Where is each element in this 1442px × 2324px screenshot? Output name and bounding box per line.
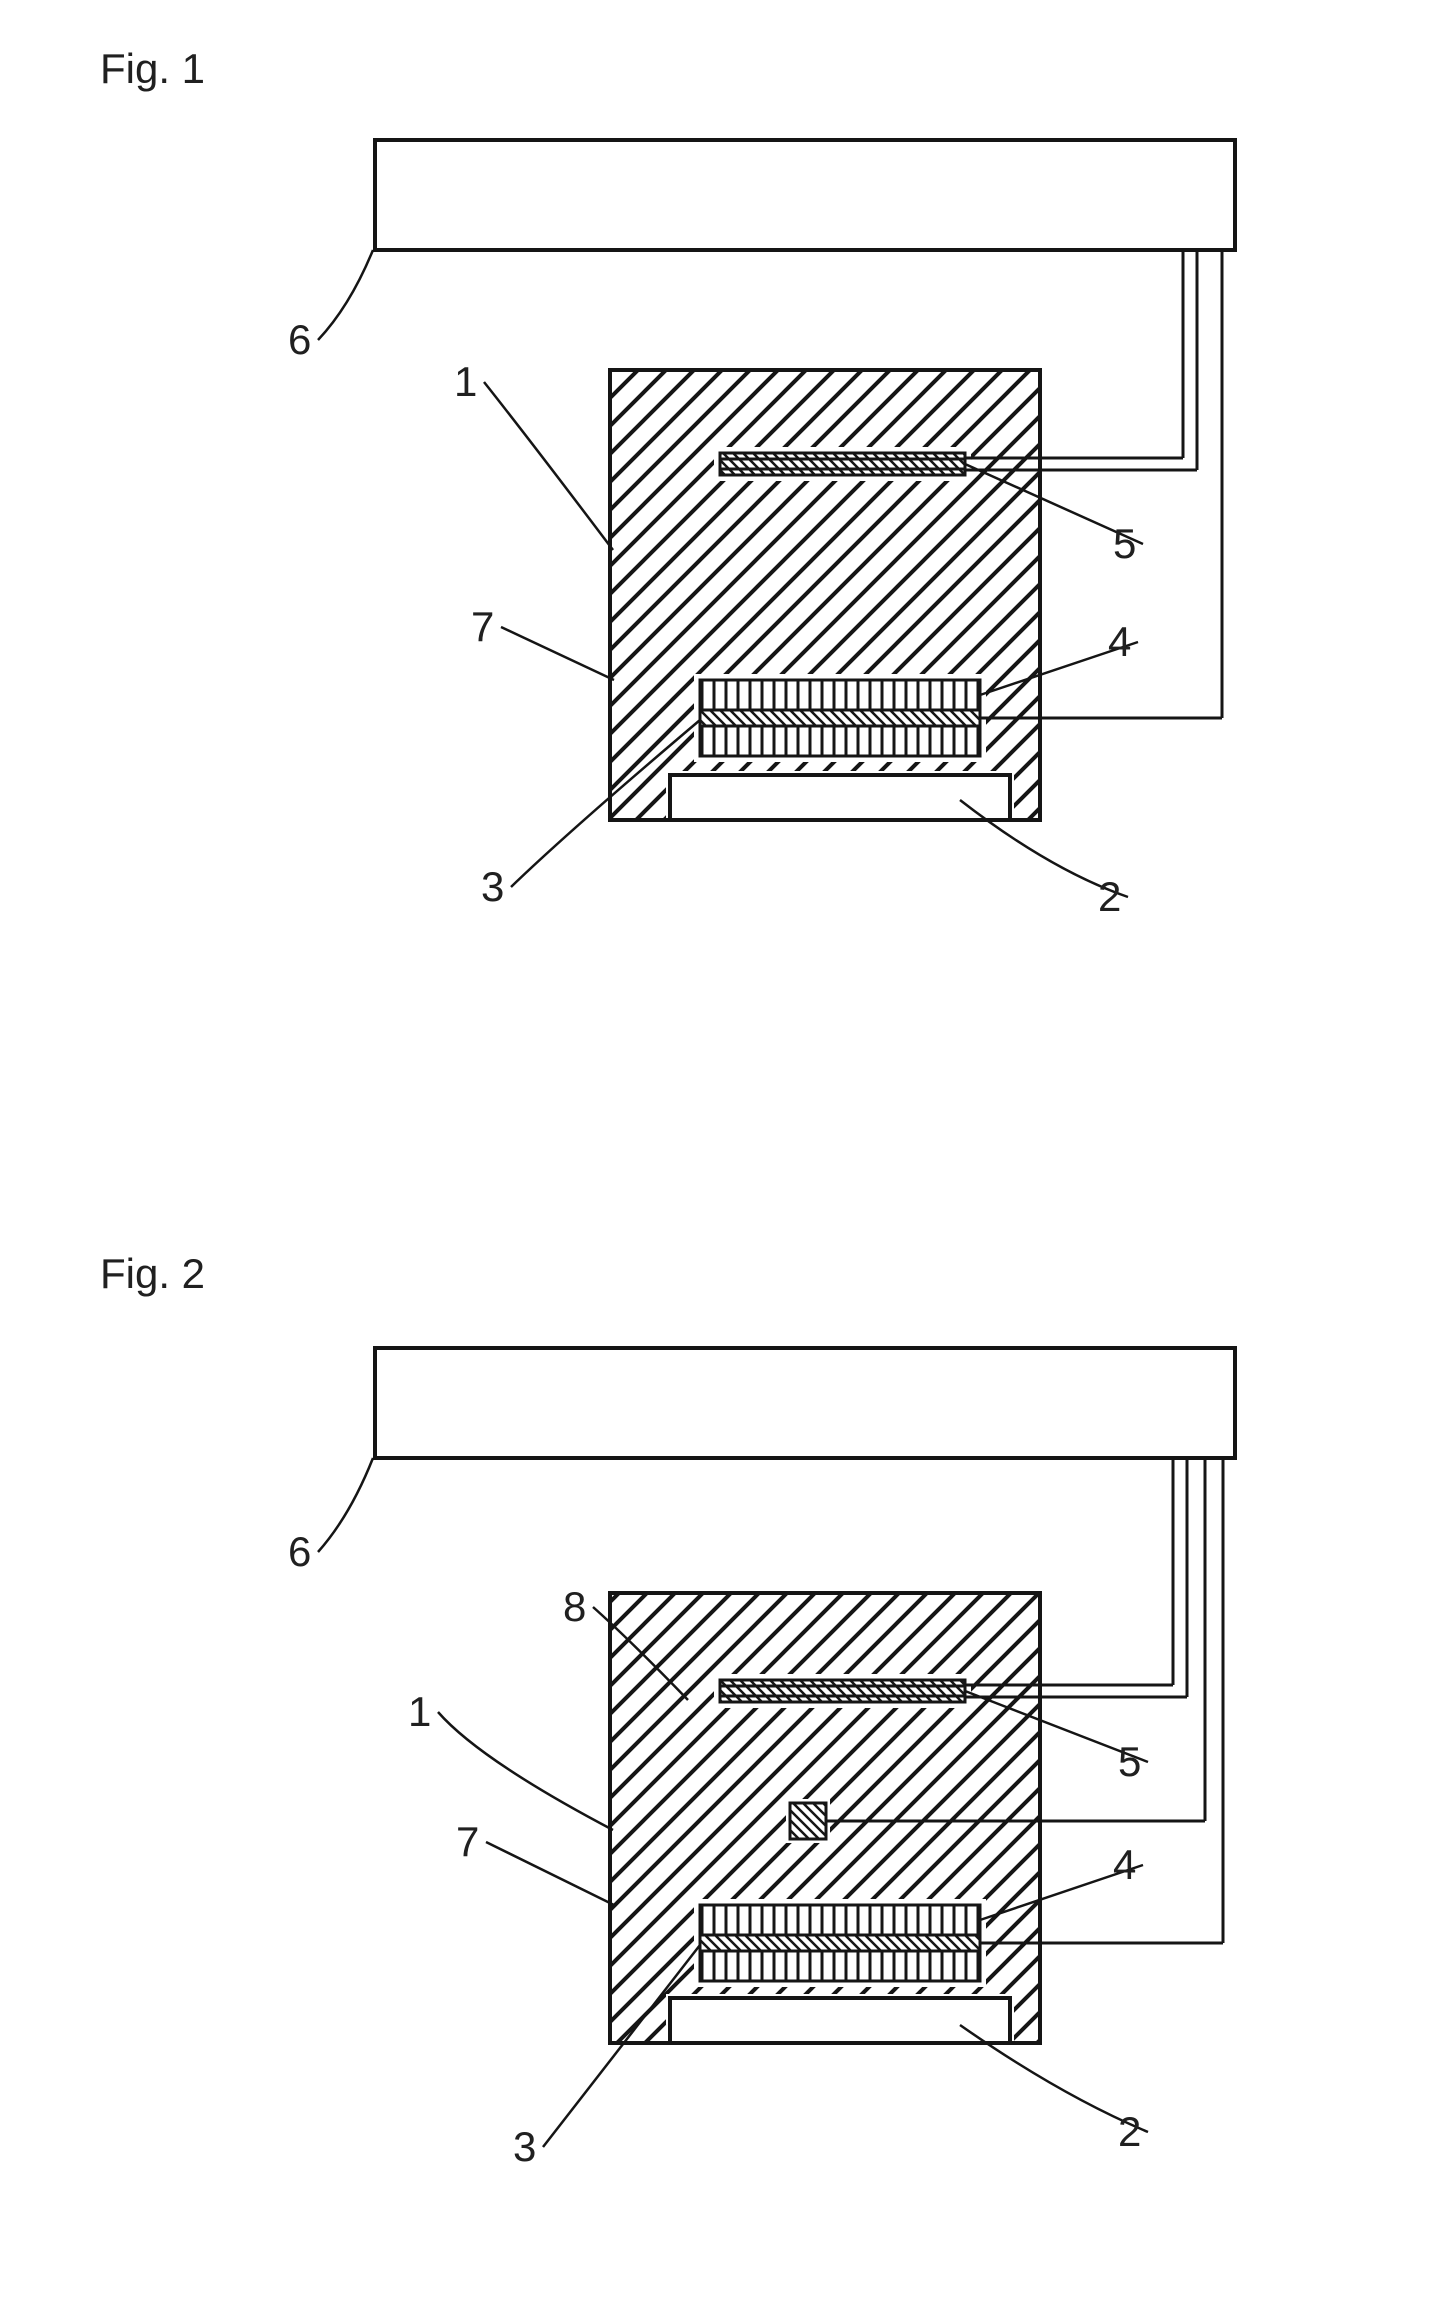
callout-fig1-2: 2 (1098, 873, 1121, 921)
callout-fig1-5: 5 (1113, 520, 1136, 568)
callout-fig2-1: 1 (408, 1688, 431, 1736)
diagram-svg (0, 0, 1442, 2324)
callout-fig2-5: 5 (1118, 1738, 1141, 1786)
callout-fig2-3: 3 (513, 2123, 536, 2171)
callout-fig2-2: 2 (1118, 2108, 1141, 2156)
callout-fig2-7: 7 (456, 1818, 479, 1866)
callout-fig2-4: 4 (1113, 1841, 1136, 1889)
figure-2-label: Fig. 2 (100, 1250, 205, 1298)
figure-1-label: Fig. 1 (100, 45, 205, 93)
callout-fig1-3: 3 (481, 863, 504, 911)
callout-fig2-8: 8 (563, 1583, 586, 1631)
figure-2 (318, 1348, 1235, 2147)
callout-fig1-4: 4 (1108, 618, 1131, 666)
callout-fig1-1: 1 (454, 358, 477, 406)
callout-fig1-6: 6 (288, 316, 311, 364)
figure-1 (318, 140, 1235, 897)
page-root: Fig. 1 Fig. 2 1 2 3 4 5 6 7 1 2 3 4 5 6 7 8 (0, 0, 1442, 2324)
callout-fig2-6: 6 (288, 1528, 311, 1576)
callout-fig1-7: 7 (471, 603, 494, 651)
